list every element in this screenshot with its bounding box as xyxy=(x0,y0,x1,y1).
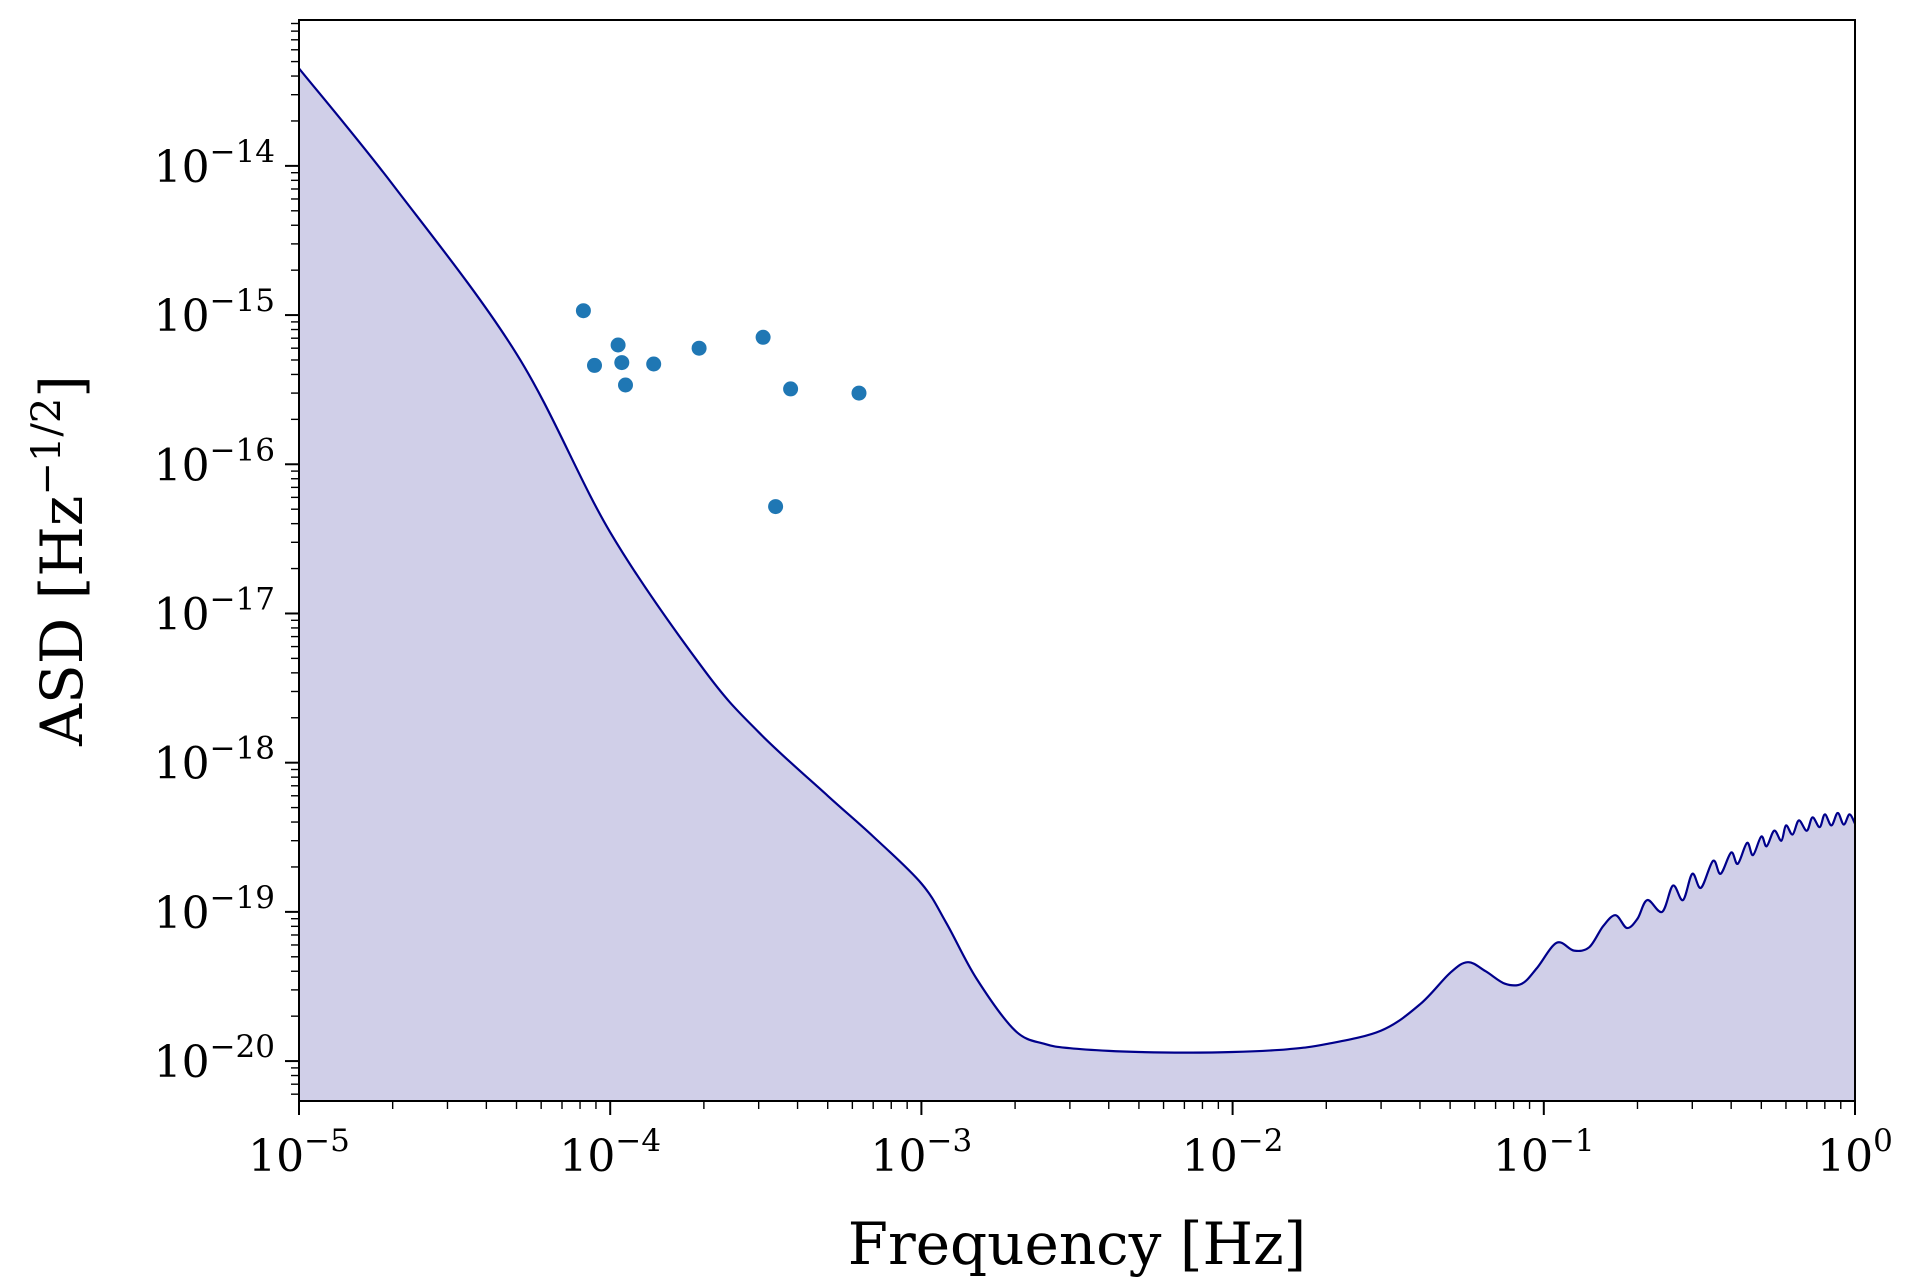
scatter-point xyxy=(575,303,591,319)
x-tick-label: 10−3 xyxy=(871,1123,973,1182)
plot-area xyxy=(299,67,1855,1101)
axes-frame xyxy=(298,19,1856,1102)
y-axis-title-exponent: −1/2 xyxy=(24,398,70,496)
scatter-point xyxy=(768,499,784,515)
x-tick-label: 10−4 xyxy=(559,1123,661,1182)
y-tick-label: 10−18 xyxy=(154,731,275,790)
x-axis-title: Frequency [Hz] xyxy=(848,1210,1307,1278)
sensitivity-curve xyxy=(299,67,1855,1054)
y-axis-title-base: ASD [Hz xyxy=(28,496,96,747)
y-tick-label: 10−17 xyxy=(154,581,275,640)
x-tick-label: 10−5 xyxy=(248,1123,350,1182)
scatter-point xyxy=(851,385,867,401)
scatter-point xyxy=(783,381,799,397)
x-tick-label: 100 xyxy=(1817,1123,1893,1182)
scatter-point xyxy=(587,357,602,373)
x-tick-label: 10−2 xyxy=(1182,1123,1284,1182)
y-tick-label: 10−19 xyxy=(154,880,275,939)
scatter-point xyxy=(614,355,630,371)
y-tick-label: 10−14 xyxy=(154,134,275,193)
x-tick-label: 10−1 xyxy=(1493,1123,1595,1182)
y-axis-title-close: ] xyxy=(28,375,96,398)
y-tick-label: 10−15 xyxy=(154,283,275,342)
scatter-point xyxy=(691,340,707,356)
y-axis-title: ASD [Hz−1/2] xyxy=(24,375,96,747)
scatter-point xyxy=(646,356,662,372)
sensitivity-fill-area xyxy=(299,68,1855,1101)
scatter-point xyxy=(755,329,771,345)
scatter-point xyxy=(610,337,626,353)
y-tick-label: 10−16 xyxy=(154,432,275,491)
scatter-point xyxy=(618,377,633,393)
tick-labels: 10−5 10−4 10−3 10−2 10−1 100 10−14 10−15 10−16 10… xyxy=(154,134,1893,1182)
y-tick-label: 10−20 xyxy=(154,1029,275,1088)
axis-ticks xyxy=(285,22,1856,1115)
